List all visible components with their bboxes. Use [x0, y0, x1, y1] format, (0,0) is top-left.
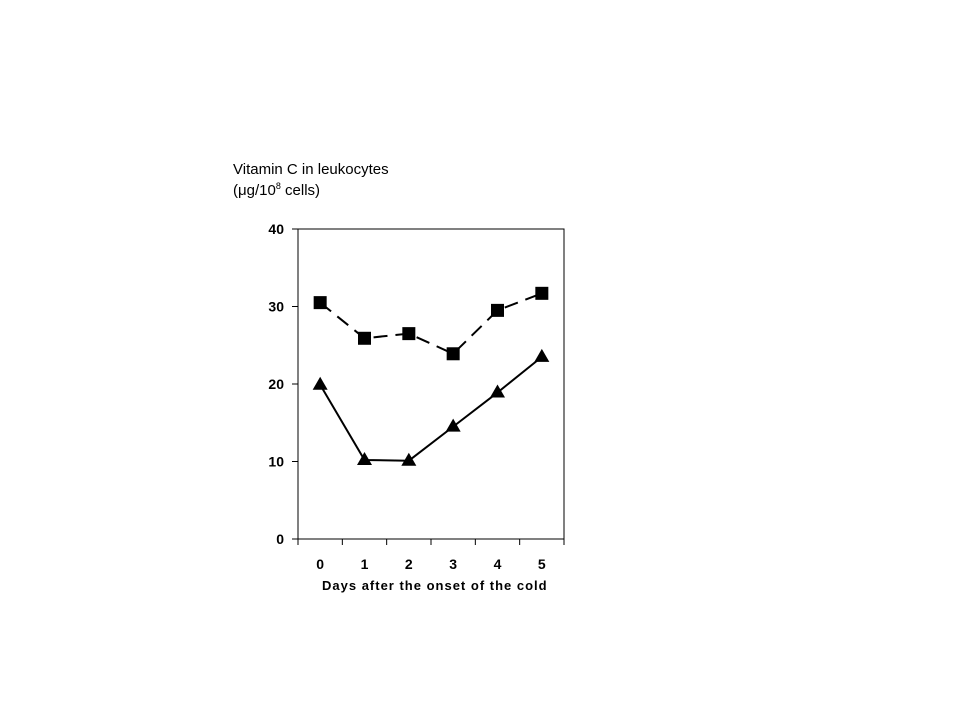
x-tick-label: 2 [405, 556, 413, 572]
x-axis-label: Days after the onset of the cold [322, 578, 548, 593]
plot-frame [297, 228, 565, 540]
triangle-marker [445, 418, 461, 432]
square-marker [446, 347, 460, 361]
y-tick-label: 0 [276, 531, 284, 547]
series-line-1 [319, 292, 543, 355]
y-axis-unit-exponent: 8 [275, 181, 281, 191]
y-axis-unit-suffix: cells) [280, 182, 321, 199]
triangle-marker [401, 452, 417, 466]
x-tick-label: 4 [494, 556, 502, 572]
x-tick-label: 0 [316, 556, 324, 572]
square-marker [491, 303, 504, 317]
x-tick-label: 5 [538, 556, 546, 572]
square-marker [535, 286, 549, 300]
square-marker [402, 327, 416, 341]
x-tick-label: 1 [361, 556, 369, 572]
triangle-marker [312, 376, 328, 390]
y-tick-label: 30 [268, 299, 284, 315]
y-tick-label: 10 [268, 454, 284, 470]
triangle-marker [534, 348, 550, 362]
square-marker [313, 296, 327, 310]
y-axis-unit-prefix: (μg/10 [233, 182, 276, 199]
y-axis-unit: (μg/108 cells) [233, 181, 320, 199]
y-axis-label: Vitamin C in leukocytes [233, 161, 389, 178]
x-tick-label: 3 [449, 556, 457, 572]
y-tick-label: 20 [268, 376, 284, 392]
triangle-marker [490, 384, 505, 398]
plot-area [312, 286, 550, 466]
y-tick-label: 40 [268, 221, 284, 237]
series-line-2 [319, 356, 543, 462]
x-axis: 0 1 2 3 4 5 [297, 539, 565, 572]
square-marker [358, 331, 371, 345]
y-axis: 0 10 20 30 40 [268, 221, 298, 547]
triangle-marker [357, 451, 372, 465]
